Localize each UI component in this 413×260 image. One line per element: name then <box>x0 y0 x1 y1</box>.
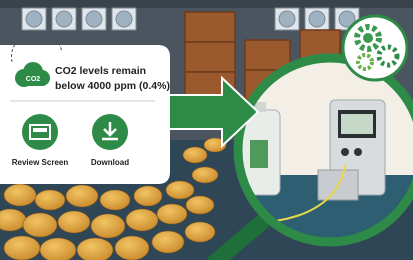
ceiling <box>0 0 413 8</box>
gear-badge <box>343 16 407 80</box>
page: CO2 CO2 levels remain below 4000 ppm (0.… <box>0 0 413 260</box>
message-line: below 4000 ppm (0.4%) <box>55 80 170 92</box>
icon-label: CO2 <box>26 76 41 83</box>
action-label: Download <box>91 158 129 167</box>
download-button[interactable]: Download <box>91 114 129 167</box>
message-line: CO2 levels remain <box>55 65 146 77</box>
action-label: Review Screen <box>12 158 69 167</box>
scene: CO2 CO2 levels remain below 4000 ppm (0.… <box>0 0 413 260</box>
